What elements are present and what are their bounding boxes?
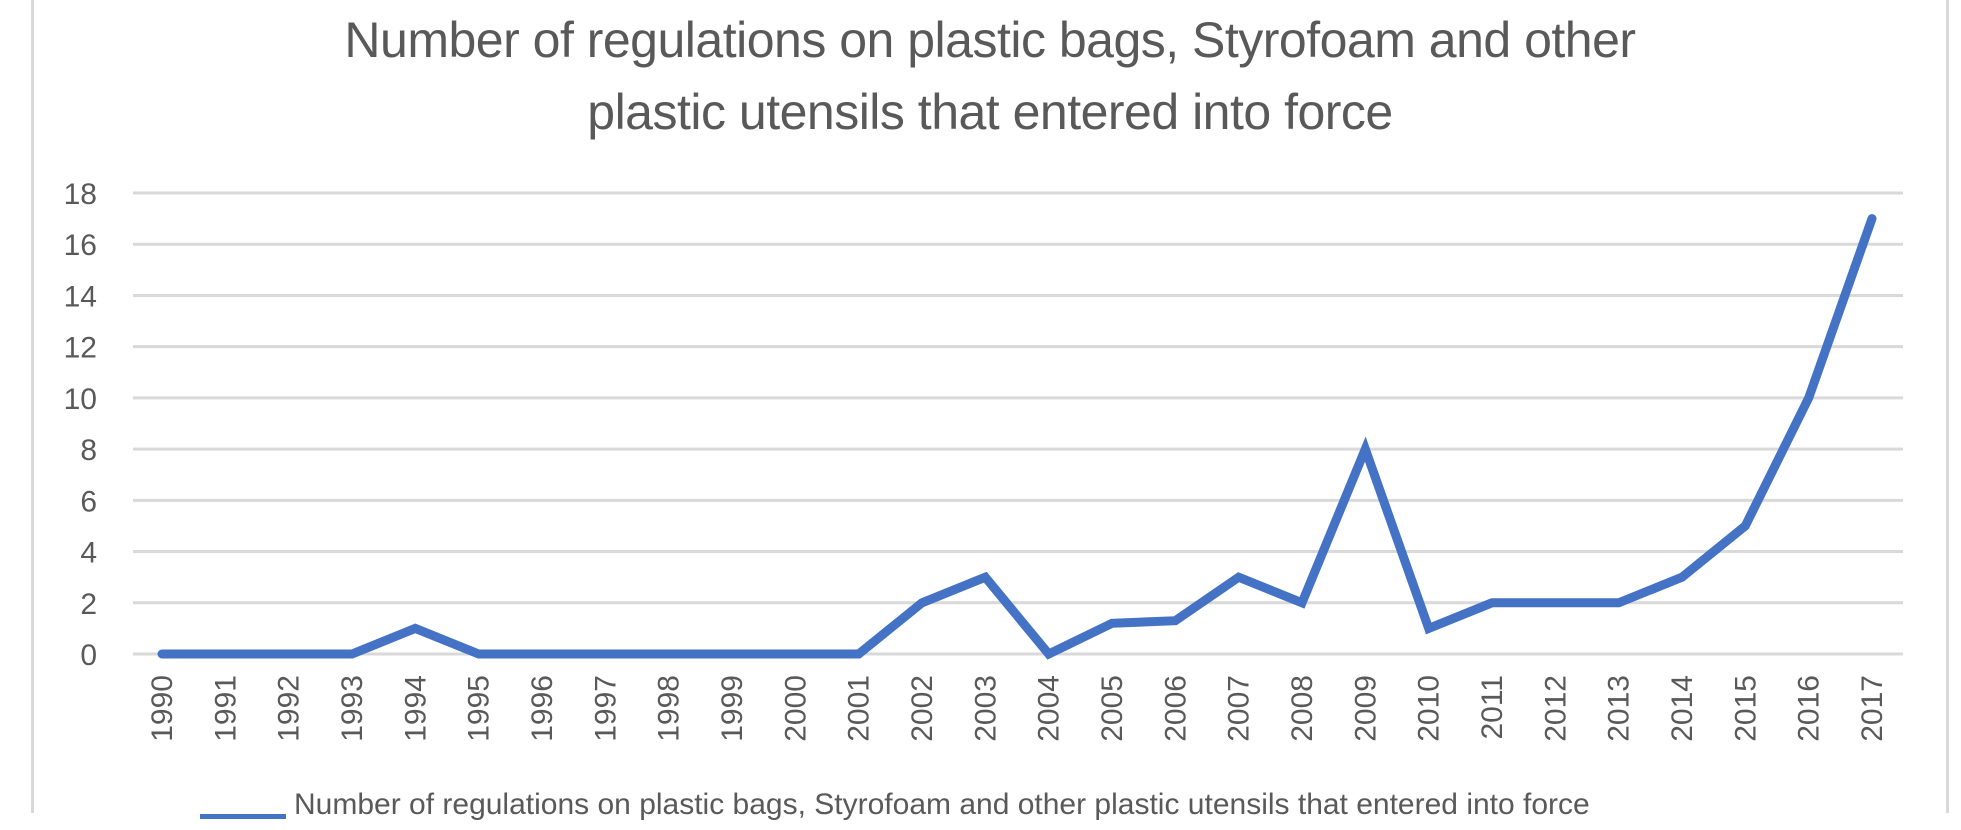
chart-title-line-2: plastic utensils that entered into force [587,84,1393,140]
x-tick-label: 1997 [589,675,622,742]
x-tick-label: 1999 [716,675,749,742]
x-tick-label: 2001 [843,675,876,742]
y-tick-label: 12 [64,332,97,365]
y-tick-label: 2 [80,588,97,621]
x-tick-label: 1996 [526,675,559,742]
data-series-line[interactable] [157,214,1877,660]
y-tick-label: 0 [80,639,97,672]
x-tick-label: 1991 [209,675,242,742]
x-tick-label: 2015 [1729,675,1762,742]
x-tick-label: 2008 [1286,675,1319,742]
x-tick-label: 2006 [1159,675,1192,742]
legend-label: Number of regulations on plastic bags, S… [294,788,1590,821]
chart-frame-right-border [1946,0,1949,813]
x-tick-label: 1992 [273,675,306,742]
x-tick-label: 1993 [336,675,369,742]
y-tick-label: 10 [64,383,97,416]
x-tick-label: 2013 [1603,675,1636,742]
x-tick-label: 1990 [146,675,179,742]
y-tick-label: 6 [80,485,97,518]
x-tick-label: 1998 [653,675,686,742]
plot-area: 0 2 4 6 8 10 12 14 16 18 1990 1991 1992 1993 1994 1995… [64,178,1903,742]
x-axis-tick-labels: 1990 1991 1992 1993 1994 1995 1996 1997 1998 1999… [146,675,1889,742]
y-tick-label: 8 [80,434,97,467]
x-tick-label: 2005 [1096,675,1129,742]
legend-swatch-icon [200,814,286,819]
x-tick-label: 2017 [1856,675,1889,742]
x-tick-label: 2007 [1223,675,1256,742]
x-tick-label: 1994 [399,675,432,742]
chart-title-line-1: Number of regulations on plastic bags, S… [344,12,1636,68]
y-tick-label: 14 [64,280,97,313]
x-tick-label: 2010 [1413,675,1446,742]
chart-frame-left-border [31,0,34,813]
x-tick-label: 2011 [1476,675,1509,740]
x-tick-label: 2016 [1793,675,1826,742]
y-axis-tick-labels: 0 2 4 6 8 10 12 14 16 18 [64,178,97,672]
x-tick-label: 2009 [1349,675,1382,742]
x-tick-label: 2003 [969,675,1002,742]
y-tick-label: 16 [64,229,97,262]
legend: Number of regulations on plastic bags, S… [200,790,1590,830]
x-tick-label: 2000 [779,675,812,742]
x-tick-label: 2002 [906,675,939,742]
x-tick-label: 2014 [1666,675,1699,742]
y-tick-label: 18 [64,178,97,211]
x-tick-label: 2004 [1033,675,1066,742]
gridlines [133,191,1903,656]
x-tick-label: 1995 [463,675,496,742]
chart-title: Number of regulations on plastic bags, S… [34,4,1946,148]
y-tick-label: 4 [80,537,97,570]
x-tick-label: 2012 [1539,675,1572,742]
